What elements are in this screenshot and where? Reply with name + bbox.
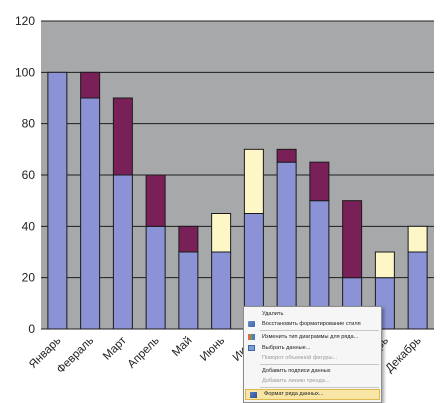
- menu-item-add-trendline: Добавить линию тренда...: [244, 376, 381, 386]
- bar-series-3[interactable]: [407, 225, 428, 253]
- menu-item-label: Удалить: [262, 311, 284, 317]
- bar-series-2[interactable]: [309, 161, 330, 202]
- bar-series-1[interactable]: [145, 225, 166, 330]
- y-tick-label: 60: [22, 168, 36, 182]
- y-tick-label: 20: [22, 271, 36, 285]
- bar-series-2[interactable]: [276, 148, 297, 163]
- y-tick-label: 100: [15, 65, 35, 79]
- menu-item-delete[interactable]: Удалить: [244, 309, 381, 319]
- y-tick-label: 80: [22, 117, 36, 131]
- x-category-label: Март: [101, 334, 129, 362]
- menu-item-label: Восстановить форматирование стиля: [262, 321, 361, 328]
- bar-series-2[interactable]: [112, 97, 133, 176]
- bar-series-2[interactable]: [145, 174, 166, 227]
- context-menu: Удалить Восстановить форматирование стил…: [243, 306, 382, 403]
- menu-item-label: Формат ряда данных...: [264, 391, 324, 398]
- menu-item-label: Поворот объемной фигуры...: [262, 354, 338, 361]
- bar-series-3[interactable]: [243, 148, 264, 214]
- bar-series-1[interactable]: [47, 71, 68, 330]
- bar-series-1[interactable]: [178, 251, 199, 330]
- x-category-label: Апрель: [126, 335, 162, 371]
- menu-separator: [260, 387, 379, 389]
- menu-separator: [260, 330, 379, 332]
- menu-item-add-data-labels[interactable]: Добавить подписи данных: [244, 366, 381, 376]
- menu-item-label: Выбрать данные...: [262, 344, 311, 351]
- bar-series-1[interactable]: [276, 161, 297, 330]
- y-tick-label: 120: [15, 14, 35, 28]
- bar-series-1[interactable]: [80, 97, 101, 330]
- menu-item-label: Изменить тип диаграммы для ряда...: [262, 334, 359, 341]
- bar-series-1[interactable]: [112, 174, 133, 330]
- chart-type-icon: [248, 334, 255, 341]
- bar-series-2[interactable]: [342, 200, 363, 279]
- reset-style-icon: [248, 321, 255, 328]
- bar-series-2[interactable]: [80, 71, 101, 99]
- menu-item-format-data-series[interactable]: Формат ряда данных...: [245, 389, 380, 400]
- bar-series-1[interactable]: [407, 251, 428, 330]
- x-category-label: Май: [170, 335, 194, 359]
- y-tick-label: 40: [22, 219, 36, 233]
- format-series-icon: [250, 392, 257, 399]
- menu-item-select-data[interactable]: Выбрать данные...: [244, 343, 381, 353]
- bar-series-2[interactable]: [178, 225, 199, 253]
- x-category-label: Декабрь: [384, 335, 424, 375]
- menu-separator: [260, 363, 379, 365]
- bar-series-3[interactable]: [374, 251, 395, 279]
- menu-item-reset-style[interactable]: Восстановить форматирование стиля: [244, 319, 381, 329]
- bar-series-3[interactable]: [211, 213, 232, 253]
- bar-series-1[interactable]: [211, 251, 232, 330]
- menu-item-label: Добавить линию тренда...: [262, 378, 330, 385]
- menu-item-label: Добавить подписи данных: [262, 367, 331, 374]
- y-tick-label: 0: [28, 322, 35, 336]
- x-category-label: Июнь: [198, 335, 227, 364]
- select-data-icon: [248, 344, 255, 351]
- menu-item-change-chart-type[interactable]: Изменить тип диаграммы для ряда...: [244, 332, 381, 342]
- menu-item-3d-rotation: Поворот объемной фигуры...: [244, 353, 381, 363]
